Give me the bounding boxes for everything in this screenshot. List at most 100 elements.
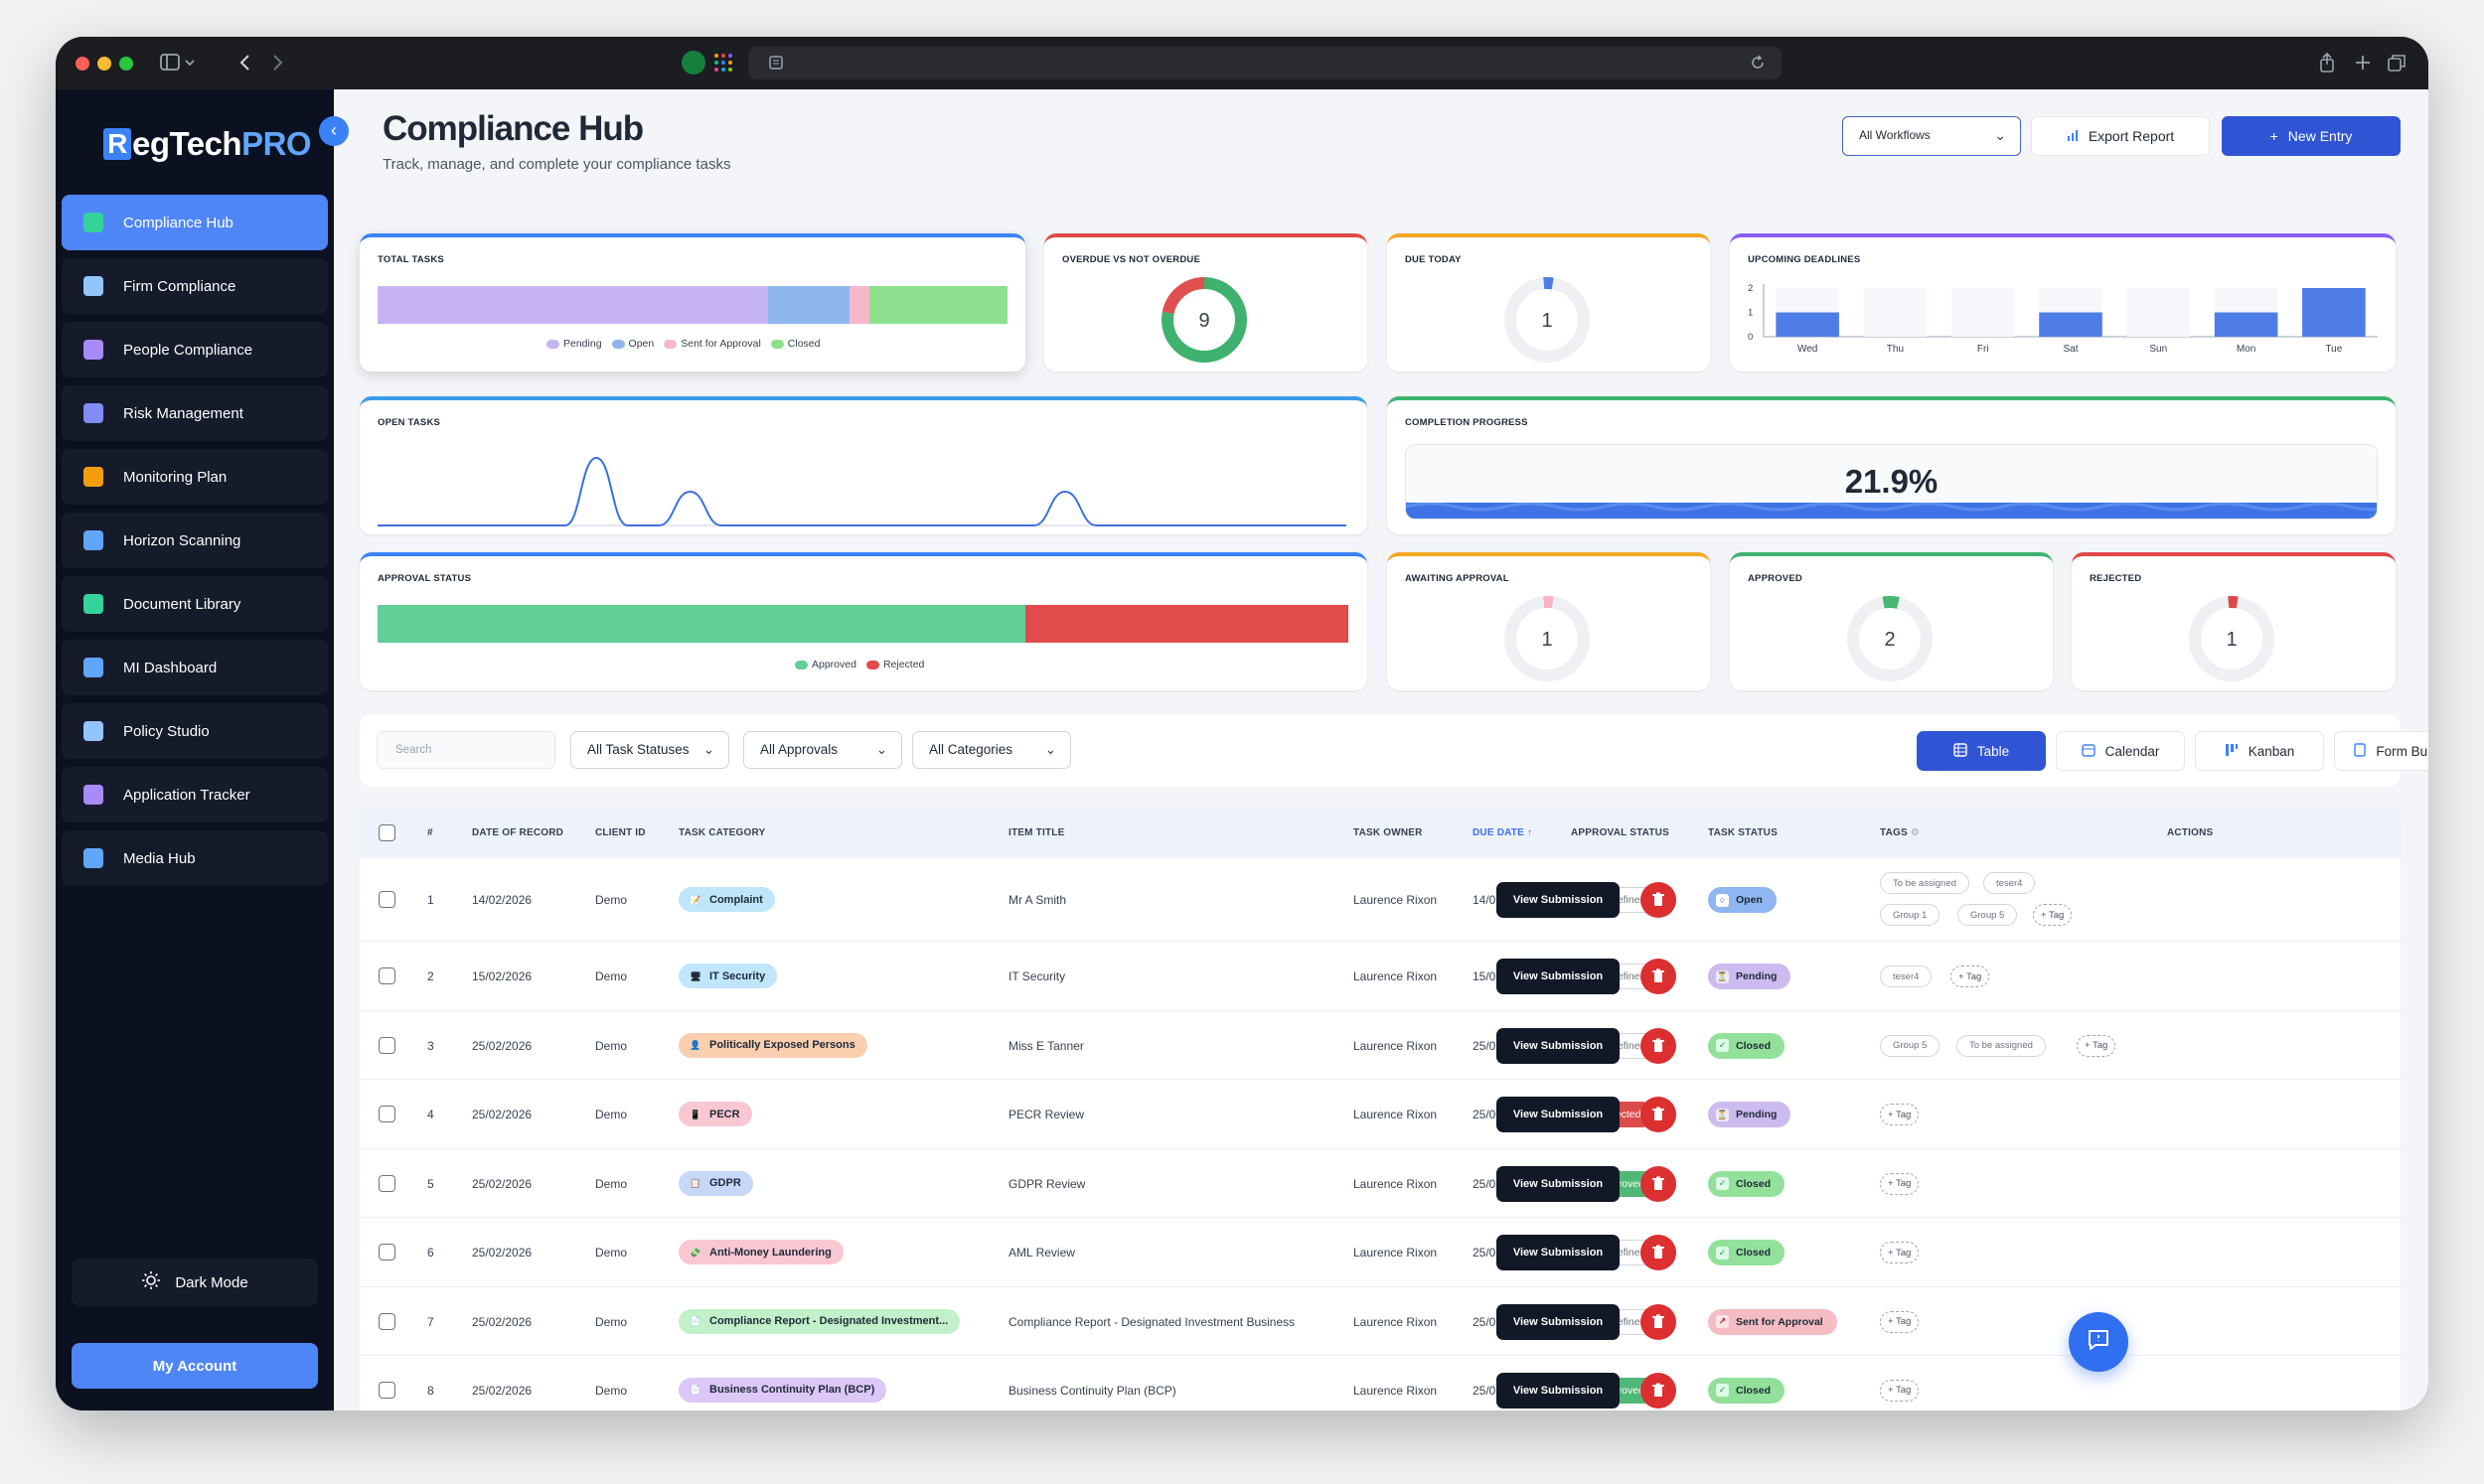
calendar-view-button[interactable]: Calendar (2056, 731, 2185, 771)
address-bar[interactable] (748, 47, 1782, 79)
cards.total_tasks-segment[interactable] (850, 286, 869, 324)
row-checkbox[interactable] (379, 891, 395, 908)
back-icon[interactable] (236, 51, 254, 80)
due-today-card[interactable]: DUE TODAY 1 (1387, 233, 1710, 371)
form-builder-button[interactable]: Form Builder (2334, 731, 2428, 771)
rejected-card[interactable]: REJECTED 1 (2072, 552, 2396, 690)
reader-icon[interactable] (768, 55, 784, 75)
grammarly-extension-icon[interactable] (682, 51, 705, 74)
row-checkbox[interactable] (379, 1381, 395, 1399)
add-tag-button[interactable]: + Tag (2033, 904, 2073, 926)
row-checkbox[interactable] (379, 1312, 395, 1330)
delete-button[interactable] (1640, 959, 1676, 994)
open-tasks-line[interactable] (378, 456, 1346, 526)
table-row[interactable]: 1 14/02/2026 Demo 📝 Complaint Mr A Smith Laure… (360, 857, 2401, 941)
task-status-badge[interactable]: ○ Open (1708, 887, 1777, 913)
sidebar-item-application-tracker[interactable]: Application Tracker (62, 767, 328, 822)
sidebar-item-horizon-scanning[interactable]: Horizon Scanning (62, 513, 328, 568)
select-all-checkbox[interactable] (379, 824, 395, 841)
task-status-badge[interactable]: ✓ Closed (1708, 1032, 1785, 1059)
view-submission-button[interactable]: View Submission (1496, 882, 1620, 918)
awaiting-approval-card[interactable]: AWAITING APPROVAL 1 (1387, 552, 1710, 690)
workflow-select[interactable]: All Workflows ⌄ (1842, 116, 2021, 156)
sidebar-toggle-icon[interactable] (159, 51, 197, 80)
task-status-badge[interactable]: ⏳ Pending (1708, 1102, 1791, 1127)
legend-item[interactable]: Rejected (865, 659, 924, 670)
sidebar-item-monitoring-plan[interactable]: Monitoring Plan (62, 449, 328, 505)
forward-icon[interactable] (268, 51, 286, 80)
table-view-button[interactable]: Table (1917, 731, 2046, 771)
delete-button[interactable] (1640, 1303, 1676, 1340)
completion-progress-card[interactable]: COMPLETION PROGRESS 21.9% (1387, 396, 2396, 534)
add-tag-button[interactable]: + Tag (2077, 1034, 2116, 1057)
category-badge[interactable]: 💸 Anti-Money Laundering (679, 1240, 844, 1264)
row-checkbox[interactable] (379, 1244, 395, 1261)
sidebar-item-mi-dashboard[interactable]: MI Dashboard (62, 640, 328, 695)
add-tag-button[interactable]: + Tag (1950, 965, 1990, 987)
delete-button[interactable] (1640, 1165, 1676, 1202)
table-row[interactable]: 8 25/02/2026 Demo 📄 Business Continuity Plan… (360, 1355, 2401, 1410)
legend-item[interactable]: Closed (770, 338, 820, 350)
open-tasks-card[interactable]: OPEN TASKS (360, 396, 1367, 534)
task-status-badge[interactable]: ↗ Sent for Approval (1708, 1308, 1837, 1335)
add-tag-button[interactable]: + Tag (1880, 1310, 1920, 1333)
task-status-filter[interactable]: All Task Statuses ⌄ (570, 731, 729, 769)
add-tag-button[interactable]: + Tag (1880, 1242, 1920, 1263)
dark-mode-toggle[interactable]: Dark Mode (72, 1259, 318, 1306)
legend-item[interactable]: Open (611, 338, 654, 350)
cards.total_tasks-segment[interactable] (868, 286, 1008, 324)
table-row[interactable]: 4 25/02/2026 Demo 📱 PECR PECR Review Laurence … (360, 1079, 2401, 1148)
cards.approval_status-segment[interactable] (1024, 605, 1348, 643)
view-submission-button[interactable]: View Submission (1496, 1165, 1620, 1202)
delete-button[interactable] (1640, 1235, 1676, 1270)
tag-chip[interactable]: Group 5 (1880, 1034, 1941, 1057)
tag-chip[interactable]: teser4 (1880, 965, 1933, 987)
sidebar-item-document-library[interactable]: Document Library (62, 576, 328, 632)
my-account-button[interactable]: My Account (72, 1343, 318, 1389)
col-approval-status[interactable]: APPROVAL STATUS (1571, 827, 1669, 838)
row-checkbox[interactable] (379, 1106, 395, 1122)
category-badge[interactable]: 📋 GDPR (679, 1170, 753, 1196)
minimize-window-button[interactable] (97, 57, 111, 71)
view-submission-button[interactable]: View Submission (1496, 1372, 1620, 1409)
approved-card[interactable]: APPROVED 2 (1730, 552, 2053, 690)
category-badge[interactable]: 👤 Politically Exposed Persons (679, 1032, 867, 1058)
table-row[interactable]: 6 25/02/2026 Demo 💸 Anti-Money Laundering AML… (360, 1217, 2401, 1286)
new-tab-icon[interactable] (2353, 51, 2373, 80)
col-task-owner[interactable]: TASK OWNER (1353, 827, 1423, 838)
table-row[interactable]: 2 15/02/2026 Demo 🖥 IT Security IT Security La… (360, 941, 2401, 1010)
table-row[interactable]: 7 25/02/2026 Demo 📄 Compliance Report - Desi… (360, 1286, 2401, 1355)
view-submission-button[interactable]: View Submission (1496, 1097, 1620, 1132)
col-due-date[interactable]: DUE DATE ↑ (1473, 827, 1533, 838)
delete-button[interactable] (1640, 1097, 1676, 1132)
close-window-button[interactable] (76, 57, 89, 71)
sidebar-item-firm-compliance[interactable]: Firm Compliance (62, 258, 328, 314)
task-status-badge[interactable]: ✓ Closed (1708, 1377, 1785, 1404)
row-checkbox[interactable] (379, 1036, 395, 1054)
task-status-badge[interactable]: ✓ Closed (1708, 1170, 1785, 1197)
bar-tue[interactable] (2302, 288, 2366, 337)
col-date-of-record[interactable]: DATE OF RECORD (472, 827, 564, 838)
tag-chip[interactable]: Group 5 (1957, 904, 2018, 926)
category-badge[interactable]: 📄 Compliance Report - Designated Investme… (679, 1308, 961, 1334)
row-checkbox[interactable] (379, 1174, 395, 1192)
sidebar-item-policy-studio[interactable]: Policy Studio (62, 703, 328, 759)
sidebar-item-compliance-hub[interactable]: Compliance Hub (62, 195, 328, 250)
table-row[interactable]: 5 25/02/2026 Demo 📋 GDPR GDPR Review Laurence … (360, 1148, 2401, 1217)
sidebar-item-media-hub[interactable]: Media Hub (62, 830, 328, 886)
col-tags[interactable]: TAGS ⚙ (1880, 827, 1920, 838)
col-task-status[interactable]: TASK STATUS (1708, 827, 1778, 838)
cards.total_tasks-segment[interactable] (768, 286, 851, 324)
settings-icon[interactable]: ⚙ (1910, 827, 1920, 838)
bar-sat[interactable] (2039, 312, 2102, 338)
maximize-window-button[interactable] (119, 57, 133, 71)
delete-button[interactable] (1640, 882, 1676, 918)
category-badge[interactable]: 📝 Complaint (679, 887, 775, 912)
task-status-badge[interactable]: ⏳ Pending (1708, 964, 1791, 989)
approvals-filter[interactable]: All Approvals ⌄ (743, 731, 902, 769)
category-badge[interactable]: 📄 Business Continuity Plan (BCP) (679, 1377, 887, 1403)
chat-button[interactable] (2069, 1312, 2128, 1372)
add-tag-button[interactable]: + Tag (1880, 1104, 1920, 1125)
upcoming-deadlines-card[interactable]: UPCOMING DEADLINES 2 1 0 Wed Thu Fri Sat Sun Mon… (1730, 233, 2396, 371)
